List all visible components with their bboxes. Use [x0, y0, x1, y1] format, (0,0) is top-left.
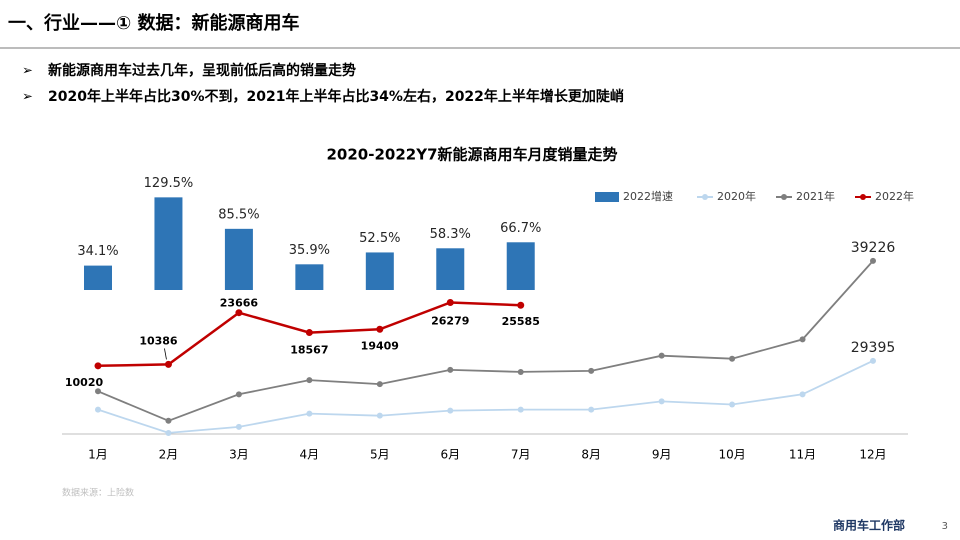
legend-label: 2021年 [796, 189, 835, 203]
chart-title: 2020-2022Y7新能源商用车月度销量走势 [326, 146, 617, 164]
legend-swatch [595, 192, 619, 202]
point-label: 10386 [139, 334, 178, 347]
point [235, 423, 242, 430]
point [306, 410, 313, 417]
x-tick-label: 9月 [652, 448, 672, 462]
legend-label: 2020年 [717, 189, 756, 203]
legend-swatch [702, 194, 708, 200]
bar-label: 34.1% [77, 244, 118, 259]
point [729, 401, 736, 408]
point [517, 301, 525, 309]
x-tick-label: 10月 [718, 448, 745, 462]
bullet: 2020年上半年占比30%不到，2021年上半年占比34%左右，2022年上半年… [48, 88, 624, 105]
point [729, 355, 736, 362]
legend-label: 2022增速 [623, 189, 673, 203]
bar-label: 35.9% [289, 243, 330, 258]
point-label: 29395 [851, 340, 896, 356]
bar [224, 228, 253, 290]
point [306, 377, 313, 384]
bar [295, 264, 324, 290]
point [305, 329, 313, 337]
point [95, 388, 101, 395]
bullet-icon: ➢ [22, 90, 33, 105]
point [376, 412, 383, 419]
bar [154, 197, 183, 290]
x-tick-label: 6月 [440, 448, 460, 462]
point-label: 23666 [220, 297, 259, 310]
point-label: 19409 [361, 339, 399, 352]
point [447, 366, 454, 373]
point [165, 417, 172, 424]
x-tick-label: 4月 [300, 448, 320, 462]
bar-label: 129.5% [144, 176, 194, 191]
page-number: 3 [942, 521, 948, 532]
x-tick-label: 3月 [229, 448, 249, 462]
point [588, 367, 595, 374]
legend-label: 2022年 [875, 189, 914, 203]
source: 数据来源：上险数 [62, 487, 134, 499]
point [658, 398, 665, 405]
x-tick-label: 7月 [511, 448, 531, 462]
point [94, 362, 102, 370]
point [447, 407, 454, 414]
x-tick-label: 1月 [88, 448, 108, 462]
point [164, 360, 172, 368]
point [799, 336, 806, 343]
x-tick-label: 2月 [159, 448, 179, 462]
bar [436, 248, 465, 290]
point [165, 429, 172, 436]
point [376, 381, 383, 388]
x-tick-label: 12月 [859, 448, 886, 462]
point [658, 352, 665, 359]
footer-department: 商用车工作部 [833, 518, 905, 533]
bar [365, 252, 394, 290]
point-label: 18567 [290, 344, 328, 357]
x-tick-label: 5月 [370, 448, 390, 462]
bar [84, 265, 112, 290]
point [870, 257, 876, 264]
point [517, 406, 524, 413]
point-label: 10020 [65, 376, 104, 389]
point [870, 357, 876, 364]
bullet: 新能源商用车过去几年，呈现前低后高的销量走势 [48, 62, 356, 79]
leader [164, 348, 167, 360]
x-tick-label: 11月 [789, 448, 816, 462]
line-1 [97, 359, 874, 434]
bar-label: 85.5% [218, 207, 259, 222]
point-label: 39226 [851, 240, 896, 256]
bar-label: 52.5% [359, 231, 400, 246]
point [588, 406, 595, 413]
legend-swatch [860, 194, 866, 200]
bar-label: 66.7% [500, 221, 541, 236]
line-2 [97, 260, 874, 422]
bullet-icon: ➢ [22, 64, 33, 79]
point [235, 309, 243, 317]
x-tick-label: 8月 [581, 448, 601, 462]
bar [506, 242, 535, 290]
point [376, 325, 384, 333]
point [517, 368, 524, 375]
slide-title: 一、行业——① 数据：新能源商用车 [8, 12, 300, 34]
point-label: 25585 [502, 315, 540, 328]
point [235, 391, 242, 398]
bar-label: 58.3% [430, 227, 471, 242]
point [95, 406, 101, 413]
point-label: 26279 [431, 315, 469, 328]
point [799, 391, 806, 398]
point [446, 299, 454, 307]
legend-swatch [781, 194, 787, 200]
